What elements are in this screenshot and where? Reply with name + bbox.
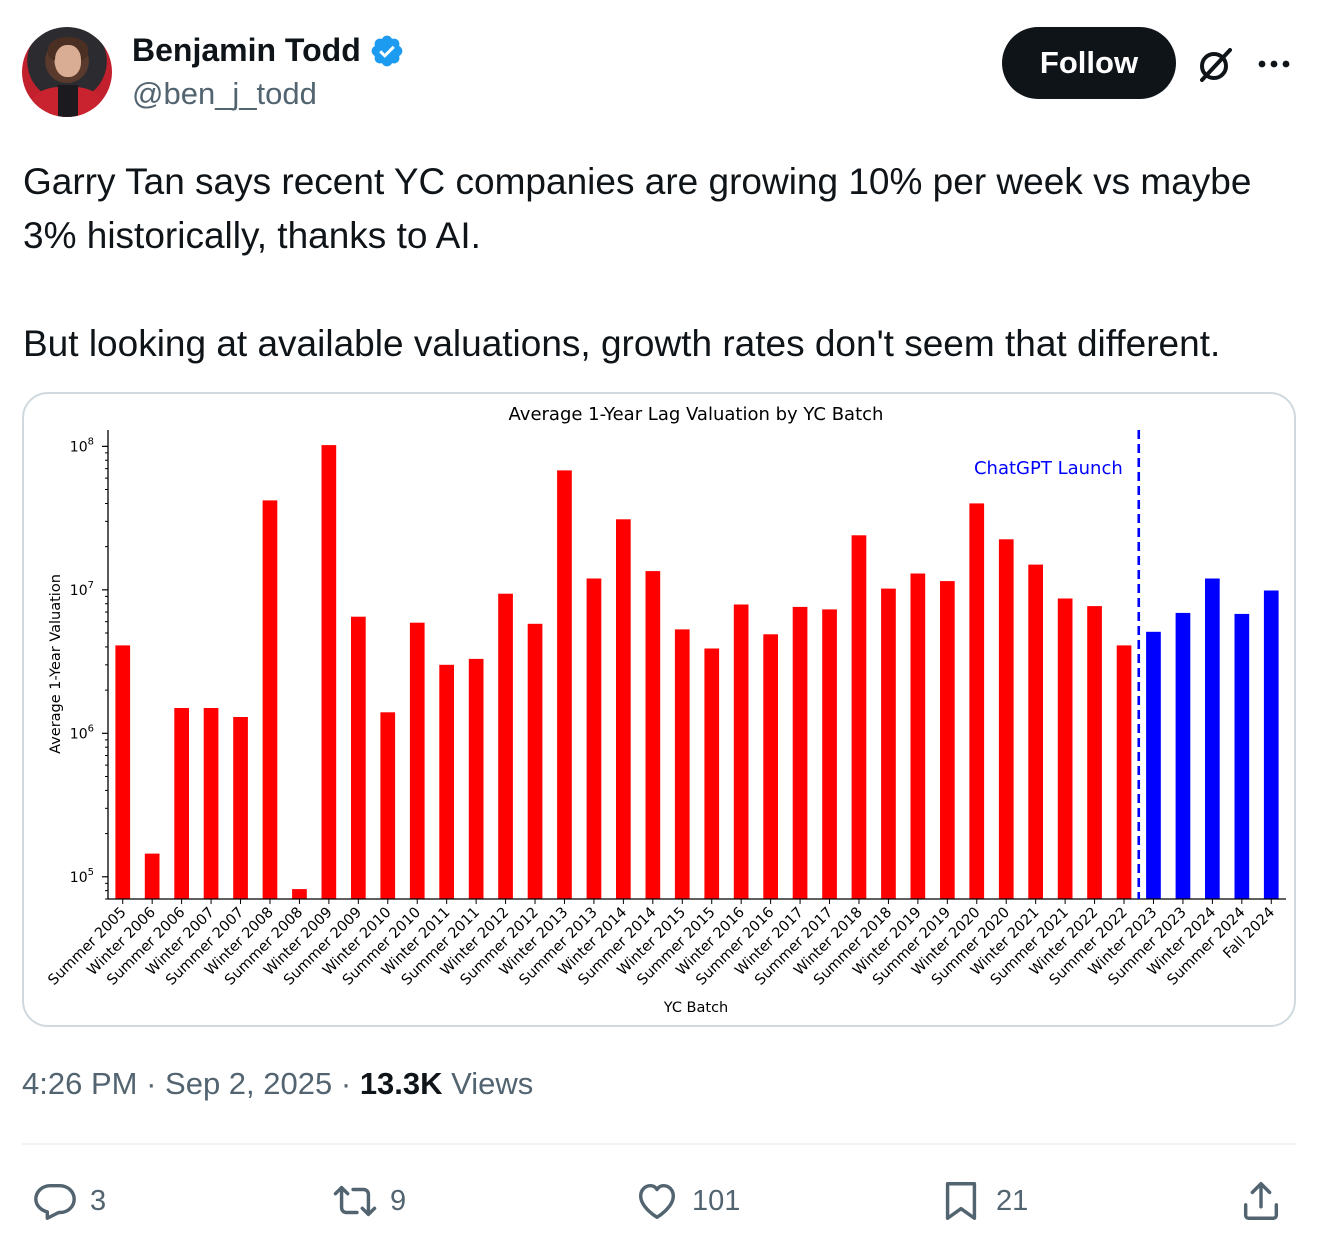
share-button[interactable] (1238, 1176, 1284, 1226)
bar-chart: Average 1-Year Lag Valuation by YC Batch… (45, 404, 1286, 1016)
views-count: 13.3K (359, 1066, 443, 1101)
bookmark-count: 21 (996, 1184, 1029, 1217)
reply-icon (34, 1183, 76, 1220)
tweet-date[interactable]: Sep 2, 2025 (165, 1066, 333, 1101)
meta-separator-1: · (146, 1066, 157, 1101)
y-tick-label: 105 (70, 867, 94, 886)
chart-bar (527, 623, 543, 899)
chart-bar (468, 658, 484, 899)
like-count: 101 (692, 1184, 741, 1217)
chart-bar (557, 470, 572, 899)
chart-bar (792, 606, 808, 899)
retweet-icon (333, 1185, 377, 1217)
x-axis-label: YC Batch (663, 1000, 728, 1016)
chart-title: Average 1-Year Lag Valuation by YC Batch (509, 404, 884, 425)
tweet-meta: 4:26 PM · Sep 2, 2025 · 13.3K Views (22, 1066, 533, 1102)
avatar-face (55, 45, 81, 77)
chart-bar (674, 629, 690, 899)
tweet-line-1: Garry Tan says recent YC companies are g… (23, 161, 1252, 202)
chart-bar (910, 573, 926, 899)
views-label: Views (451, 1066, 534, 1101)
author-name[interactable]: Benjamin Todd (132, 32, 361, 68)
chart-bar (586, 578, 602, 899)
chart-bar (262, 500, 278, 899)
chart-bar (940, 581, 955, 899)
bookmark-icon (945, 1182, 977, 1220)
tweet-time[interactable]: 4:26 PM (22, 1066, 138, 1101)
chart-bar (351, 616, 366, 899)
verified-badge-icon[interactable] (369, 33, 405, 69)
retweet-count: 9 (390, 1184, 407, 1217)
chart-bar (292, 889, 307, 899)
follow-button[interactable]: Follow (1002, 27, 1176, 99)
y-tick-label: 107 (70, 580, 94, 599)
chart-bar (1116, 645, 1132, 899)
chart-bar (1175, 612, 1191, 899)
author-handle[interactable]: @ben_j_todd (132, 76, 317, 111)
chart-bar (704, 648, 720, 899)
reply-count: 3 (90, 1184, 107, 1217)
y-tick-label: 108 (70, 436, 94, 455)
chart-bar (1146, 631, 1161, 899)
chart-bar (733, 604, 749, 899)
chart-bar (233, 717, 248, 899)
y-tick-label: 106 (70, 723, 94, 742)
chart-bar (1057, 598, 1073, 899)
bookmark-button[interactable]: 21 (938, 1176, 1028, 1226)
author-name-row[interactable]: Benjamin Todd (132, 32, 405, 69)
chart-bar (174, 708, 189, 899)
tweet-line-2: 3% historically, thanks to AI. (23, 215, 481, 256)
grok-icon[interactable] (1194, 44, 1236, 86)
chart-bar (645, 571, 661, 899)
chart-bar (969, 503, 985, 899)
chart-bar (144, 853, 160, 899)
divider (22, 1143, 1296, 1145)
chart-bar (409, 622, 425, 899)
chart-bar (822, 609, 837, 899)
chart-bar (1263, 590, 1279, 899)
chart-bar (439, 664, 454, 899)
chart-bar (115, 645, 131, 899)
tweet-line-3: But looking at available valuations, gro… (23, 323, 1221, 364)
chart-bar (1205, 578, 1220, 899)
chart-bar (1087, 606, 1102, 899)
chart-bar (321, 445, 337, 899)
chart-bar (1234, 613, 1250, 899)
avatar-inner (58, 85, 78, 117)
chatgpt-launch-label: ChatGPT Launch (974, 458, 1123, 479)
more-icon[interactable] (1254, 52, 1294, 76)
chart-bar (380, 712, 396, 899)
chart-bar (851, 535, 867, 899)
chart-bar (763, 634, 778, 899)
tweet-text: Garry Tan says recent YC companies are g… (23, 155, 1303, 371)
chart-bar (616, 519, 631, 899)
heart-icon (638, 1183, 676, 1220)
reply-button[interactable]: 3 (32, 1176, 106, 1226)
retweet-button[interactable]: 9 (332, 1176, 406, 1226)
chart-bar (498, 593, 513, 899)
avatar[interactable] (22, 27, 112, 117)
chart-image[interactable]: Average 1-Year Lag Valuation by YC Batch… (22, 392, 1296, 1027)
chart-bar (203, 708, 219, 899)
chart-bar (998, 539, 1014, 899)
chart-bar (881, 588, 896, 899)
share-icon (1243, 1182, 1279, 1220)
chart-bar (1028, 564, 1043, 899)
y-axis-label: Average 1-Year Valuation (48, 574, 64, 754)
like-button[interactable]: 101 (634, 1176, 740, 1226)
meta-separator-2: · (340, 1066, 352, 1101)
